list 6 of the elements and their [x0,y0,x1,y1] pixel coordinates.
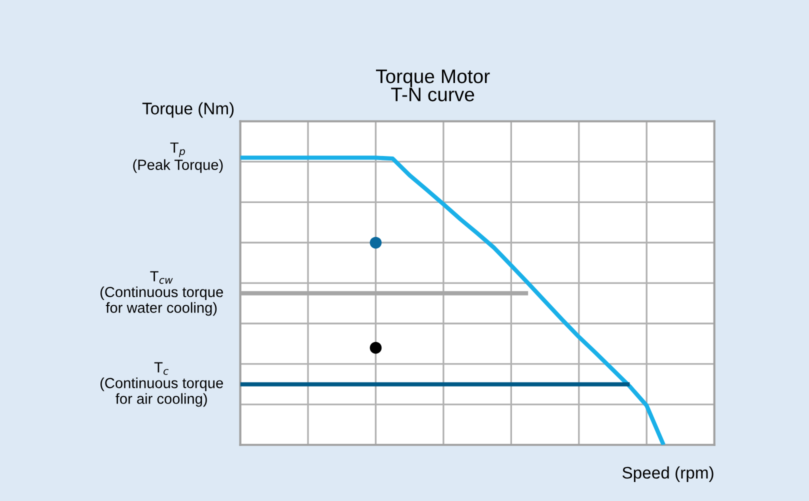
y-axis-title: Torque (Nm) [142,102,234,118]
text: T$_{cw}$ (Continuous torque for water cooling) [100,271,223,316]
chart-title: Torque Motor T-N curve [376,70,490,102]
text: T$_{p}$ (Peak Torque) [133,142,223,173]
text: T$_{c}$ (Continuous torque for air cooling) [100,362,223,407]
x-axis-title: Speed (rpm) [622,466,714,482]
